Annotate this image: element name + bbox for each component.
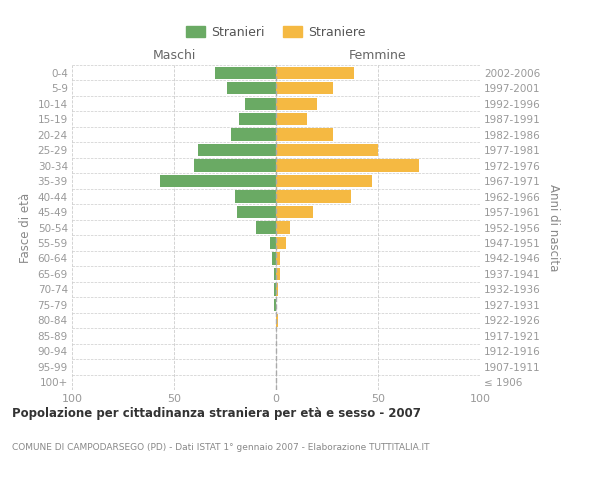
Bar bbox=[276, 128, 333, 141]
Text: Popolazione per cittadinanza straniera per età e sesso - 2007: Popolazione per cittadinanza straniera p… bbox=[12, 408, 421, 420]
Bar bbox=[274, 283, 276, 296]
Bar bbox=[276, 268, 280, 280]
Bar bbox=[274, 298, 276, 311]
Text: Femmine: Femmine bbox=[349, 49, 407, 62]
Text: Maschi: Maschi bbox=[152, 49, 196, 62]
Text: COMUNE DI CAMPODARSEGO (PD) - Dati ISTAT 1° gennaio 2007 - Elaborazione TUTTITAL: COMUNE DI CAMPODARSEGO (PD) - Dati ISTAT… bbox=[12, 442, 430, 452]
Bar bbox=[276, 66, 353, 79]
Bar bbox=[231, 128, 276, 141]
Bar bbox=[276, 206, 313, 218]
Bar bbox=[227, 82, 276, 94]
Bar bbox=[235, 190, 276, 202]
Bar bbox=[237, 206, 276, 218]
Bar bbox=[276, 144, 378, 156]
Bar bbox=[276, 190, 352, 202]
Bar bbox=[276, 283, 278, 296]
Legend: Stranieri, Straniere: Stranieri, Straniere bbox=[182, 22, 370, 42]
Bar bbox=[276, 113, 307, 126]
Bar bbox=[239, 113, 276, 126]
Bar bbox=[199, 144, 276, 156]
Bar bbox=[160, 175, 276, 188]
Bar bbox=[194, 160, 276, 172]
Bar bbox=[276, 98, 317, 110]
Bar bbox=[245, 98, 276, 110]
Bar bbox=[270, 237, 276, 249]
Bar bbox=[276, 222, 290, 234]
Bar bbox=[276, 314, 278, 326]
Bar bbox=[272, 252, 276, 264]
Bar bbox=[256, 222, 276, 234]
Bar bbox=[276, 175, 372, 188]
Y-axis label: Fasce di età: Fasce di età bbox=[19, 192, 32, 262]
Bar bbox=[274, 268, 276, 280]
Bar bbox=[276, 160, 419, 172]
Bar bbox=[215, 66, 276, 79]
Y-axis label: Anni di nascita: Anni di nascita bbox=[547, 184, 560, 271]
Bar bbox=[276, 82, 333, 94]
Bar bbox=[276, 252, 280, 264]
Bar bbox=[276, 237, 286, 249]
